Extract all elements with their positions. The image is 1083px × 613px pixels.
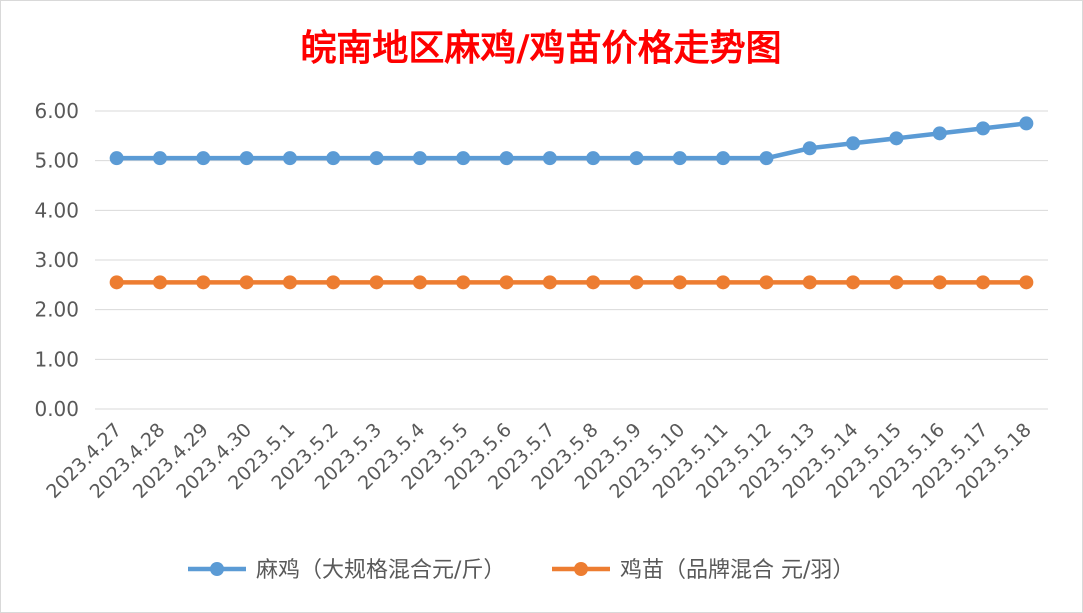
- legend-swatch-marker: [210, 562, 224, 576]
- chart-title: 皖南地区麻鸡/鸡苗价格走势图: [300, 28, 781, 69]
- legend-label: 鸡苗（品牌混合 元/羽）: [620, 558, 854, 583]
- data-point: [586, 275, 601, 290]
- data-point: [326, 151, 341, 166]
- data-point: [976, 275, 991, 290]
- data-point: [542, 151, 557, 166]
- data-point: [239, 275, 254, 290]
- legend-swatch-marker: [574, 562, 588, 576]
- data-point: [412, 151, 427, 166]
- data-point: [976, 121, 991, 136]
- data-point: [716, 275, 731, 290]
- data-point: [499, 151, 514, 166]
- data-point: [846, 136, 861, 151]
- data-point: [889, 131, 904, 146]
- data-point: [672, 275, 687, 290]
- data-point: [759, 151, 774, 166]
- data-point: [846, 275, 861, 290]
- data-point: [282, 275, 297, 290]
- data-point: [759, 275, 774, 290]
- y-tick-label: 5.00: [34, 149, 79, 173]
- data-point: [152, 151, 167, 166]
- y-axis-tick-labels: 0.00 1.00 2.00 3.00 4.00 5.00 6.00: [34, 99, 79, 421]
- data-point: [629, 275, 644, 290]
- data-point: [629, 151, 644, 166]
- y-tick-label: 2.00: [34, 298, 79, 322]
- gridlines: [95, 110, 1048, 410]
- data-point: [932, 126, 947, 141]
- data-point: [716, 151, 731, 166]
- data-point: [239, 151, 254, 166]
- data-point: [802, 141, 817, 156]
- data-point: [109, 151, 124, 166]
- legend-label: 麻鸡（大规格混合元/斤）: [256, 558, 505, 583]
- series-lines: [109, 116, 1034, 290]
- y-tick-label: 4.00: [34, 198, 79, 222]
- data-point: [1019, 275, 1034, 290]
- data-point: [542, 275, 557, 290]
- data-point: [196, 275, 211, 290]
- data-point: [672, 151, 687, 166]
- data-point: [282, 151, 297, 166]
- legend: 麻鸡（大规格混合元/斤） 鸡苗（品牌混合 元/羽）: [188, 558, 854, 583]
- data-point: [196, 151, 211, 166]
- data-point: [1019, 116, 1034, 131]
- y-tick-label: 6.00: [34, 99, 79, 123]
- data-point: [456, 151, 471, 166]
- data-point: [802, 275, 817, 290]
- y-tick-label: 3.00: [34, 248, 79, 272]
- data-point: [586, 151, 601, 166]
- y-tick-label: 0.00: [34, 397, 79, 421]
- data-point: [456, 275, 471, 290]
- y-tick-label: 1.00: [34, 347, 79, 371]
- data-point: [412, 275, 427, 290]
- data-point: [369, 275, 384, 290]
- data-point: [369, 151, 384, 166]
- data-point: [889, 275, 904, 290]
- data-point: [499, 275, 514, 290]
- data-point: [152, 275, 167, 290]
- data-point: [109, 275, 124, 290]
- data-point: [326, 275, 341, 290]
- series-line-0: [116, 121, 1027, 161]
- data-point: [932, 275, 947, 290]
